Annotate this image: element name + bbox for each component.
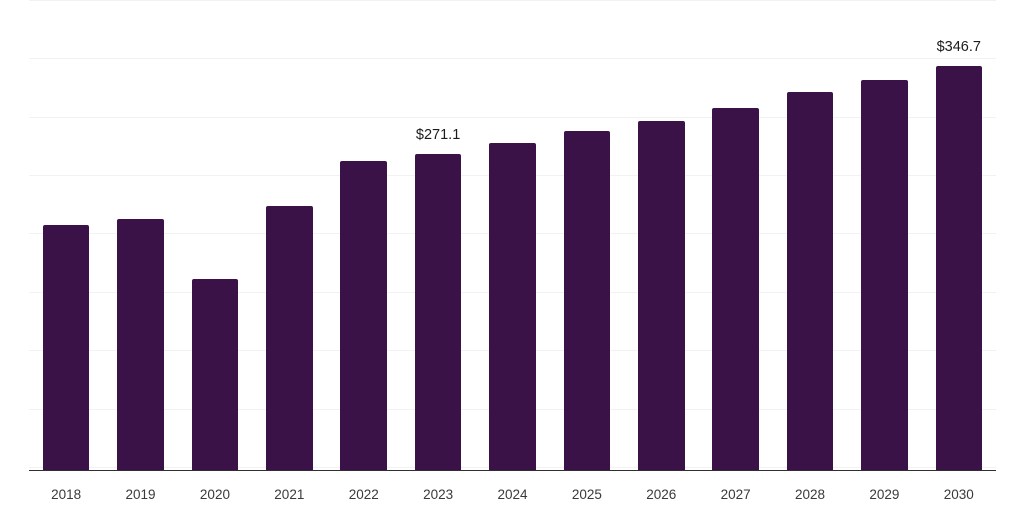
bar[interactable]: [414, 153, 462, 470]
bar-group[interactable]: [563, 0, 611, 470]
bar[interactable]: [935, 65, 983, 470]
bar-group[interactable]: $346.7: [935, 0, 983, 470]
x-tick-label-2030: 2030: [943, 487, 974, 502]
bar[interactable]: [563, 130, 611, 470]
bar-group[interactable]: [117, 0, 164, 470]
bar-group[interactable]: [42, 0, 90, 470]
bar[interactable]: [191, 279, 239, 470]
bar[interactable]: [638, 120, 685, 470]
x-axis-line: [29, 470, 996, 471]
bar[interactable]: [117, 219, 164, 470]
x-tick-label-2018: 2018: [51, 487, 82, 502]
x-tick-label-2027: 2027: [720, 487, 751, 502]
bar[interactable]: [861, 80, 908, 470]
x-tick-label-2021: 2021: [274, 487, 305, 502]
bar[interactable]: [266, 206, 313, 470]
x-tick-label-2022: 2022: [348, 487, 379, 502]
bar-group[interactable]: [266, 0, 313, 470]
bar-group[interactable]: [861, 0, 908, 470]
x-tick-label-2020: 2020: [199, 487, 230, 502]
x-tick-label-2023: 2023: [423, 487, 454, 502]
bar-group[interactable]: [712, 0, 759, 470]
bar-value-label: $346.7: [936, 39, 981, 56]
bar[interactable]: [489, 143, 536, 470]
x-tick-label-2029: 2029: [869, 487, 900, 502]
bar-group[interactable]: $271.1: [414, 0, 462, 470]
bar-group[interactable]: [638, 0, 685, 470]
x-tick-label-2026: 2026: [646, 487, 677, 502]
bar-group[interactable]: [786, 0, 834, 470]
bars-layer: $271.1 $346.7: [29, 0, 996, 470]
x-tick-label-2024: 2024: [497, 487, 528, 502]
bar-group[interactable]: [340, 0, 387, 470]
bar[interactable]: [712, 108, 759, 470]
x-tick-label-2025: 2025: [571, 487, 602, 502]
bar-value-label: $271.1: [415, 127, 461, 144]
x-tick-label-2019: 2019: [125, 487, 156, 502]
x-tick-label-2028: 2028: [795, 487, 826, 502]
bar-group[interactable]: [191, 0, 239, 470]
x-axis-tick-labels: 2018 2019 2020 2021 2022 2023 2024 2025 2026 2027…: [29, 471, 996, 512]
bar-group[interactable]: [489, 0, 536, 470]
bar[interactable]: [340, 161, 387, 470]
bar[interactable]: [42, 225, 90, 470]
bar[interactable]: [786, 92, 834, 470]
